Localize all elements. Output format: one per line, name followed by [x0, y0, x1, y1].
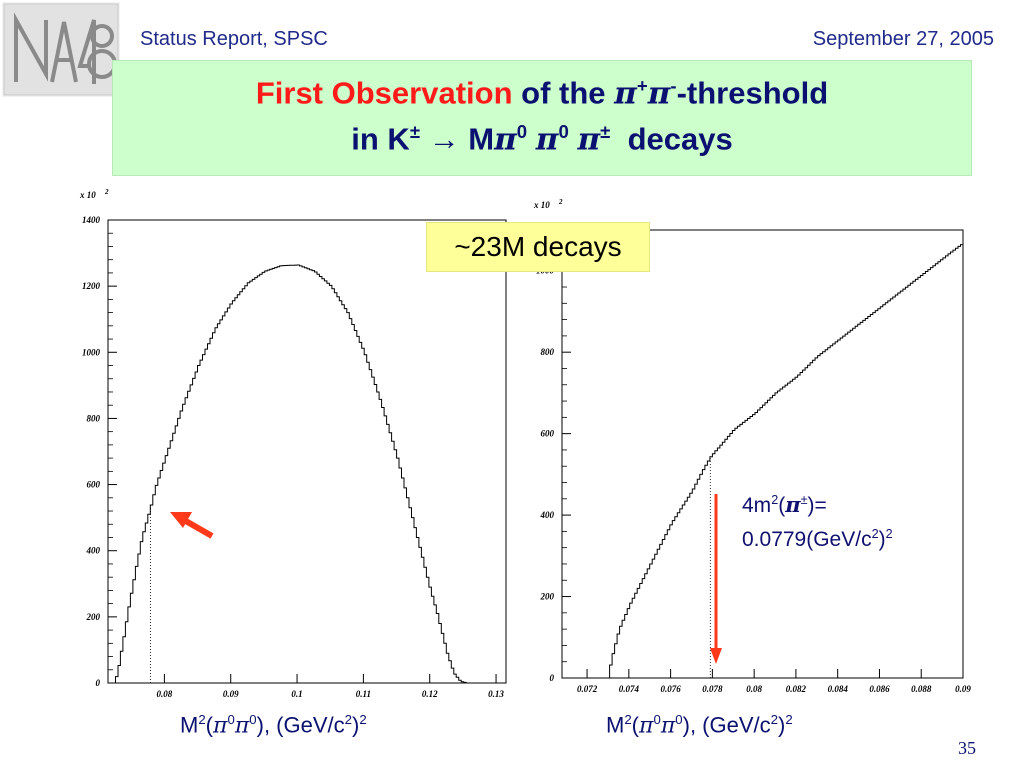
title-arrow: →	[428, 121, 460, 157]
right-chart-xtick-label: 0.09	[955, 684, 971, 694]
right-chart-xtick-label: 0.08	[746, 684, 762, 694]
left-chart-xtick-label: 0.1	[291, 689, 302, 699]
left-chart-ytick-label: 800	[87, 413, 101, 423]
title-k-pm: ±	[409, 121, 421, 142]
right-chart-xtick-label: 0.084	[828, 684, 849, 694]
left-chart-ytick-label: 1200	[82, 281, 101, 291]
title-of-the: of the	[512, 75, 615, 111]
right-chart-xtick-label: 0.088	[911, 684, 932, 694]
right-chart-ytick-label: 0	[550, 673, 555, 683]
right-chart-ytick-label: 600	[541, 429, 555, 439]
title-pi-pm: π	[577, 121, 601, 158]
right-chart-xtick-label: 0.072	[577, 684, 598, 694]
annotation-line-2: 0.0779(GeV/c2)2	[742, 527, 893, 551]
x-axis-label-right: M2(π0π0), (GeV/c2)2	[606, 712, 793, 739]
title-pi-plus: π	[614, 75, 637, 112]
title-pi0-b: π	[535, 121, 559, 158]
header-left-title: Status Report, SPSC	[140, 28, 328, 50]
left-chart-ytick-label: 0	[96, 678, 101, 688]
na48-logo	[2, 2, 120, 97]
title-threshold: -threshold	[676, 75, 829, 111]
title-plus: +	[636, 75, 648, 96]
page-number: 35	[958, 738, 976, 758]
title-line-2: in K± → Mπ0 π0 π± decays	[113, 121, 971, 157]
title-pi-pm-sign: ±	[600, 121, 611, 142]
decays-count-badge: ~23M decays	[426, 222, 650, 272]
left-chart-ytick-label: 200	[86, 612, 101, 622]
title-minus: -	[670, 75, 677, 96]
right-chart-multiplier-exp: 2	[558, 198, 563, 206]
annotation-line-1: 4m2(π±)=	[742, 492, 827, 517]
left-chart-xtick-label: 0.08	[157, 689, 173, 699]
title-m: M	[459, 121, 495, 157]
left-chart-series-line	[108, 264, 506, 684]
title-pi0-a: π	[494, 121, 517, 158]
title-zero-b: 0	[558, 121, 569, 142]
left-chart-ytick-label: 1000	[82, 347, 101, 357]
right-chart-multiplier: x 10	[533, 200, 550, 210]
right-chart-xtick-label: 0.074	[619, 684, 640, 694]
right-chart-ytick-label: 800	[541, 347, 555, 357]
title-line-1: First Observation of the π+π--threshold	[113, 75, 971, 111]
left-chart-ytick-label: 400	[86, 546, 101, 556]
left-chart-frame	[107, 219, 507, 684]
right-chart-xtick-label: 0.082	[786, 684, 807, 694]
left-chart-ytick-label: 600	[87, 480, 101, 490]
left-chart-ytick-label: 1400	[82, 215, 101, 225]
left-chart-xtick-label: 0.09	[223, 689, 239, 699]
header-date: September 27, 2005	[812, 28, 994, 50]
right-chart-ytick-label: 200	[540, 592, 555, 602]
threshold-annotation: 4m2(π±)= 0.0779(GeV/c2)2	[742, 486, 893, 554]
right-chart-xtick-label: 0.086	[869, 684, 890, 694]
left-chart-xtick-label: 0.11	[356, 689, 371, 699]
right-chart-series-line	[562, 242, 964, 679]
right-chart-xtick-label: 0.076	[660, 684, 681, 694]
title-red-part: First Observation	[255, 75, 513, 111]
x-axis-label-left: M2(π0π0), (GeV/c2)2	[180, 712, 367, 739]
slide-title: First Observation of the π+π--threshold …	[112, 60, 972, 176]
title-in-k: in K	[351, 121, 410, 157]
left-chart-xtick-label: 0.13	[488, 689, 504, 699]
left-chart-xtick-label: 0.12	[422, 689, 438, 699]
left-chart-multiplier: x 10	[79, 190, 96, 200]
title-decays: decays	[627, 121, 733, 157]
right-chart-frame	[561, 229, 964, 679]
right-chart-xtick-label: 0.078	[702, 684, 723, 694]
right-chart-ytick-label: 400	[540, 510, 555, 520]
left-chart-multiplier-exp: 2	[104, 188, 109, 196]
title-pi-minus: π	[647, 75, 671, 112]
title-zero-a: 0	[516, 121, 528, 142]
